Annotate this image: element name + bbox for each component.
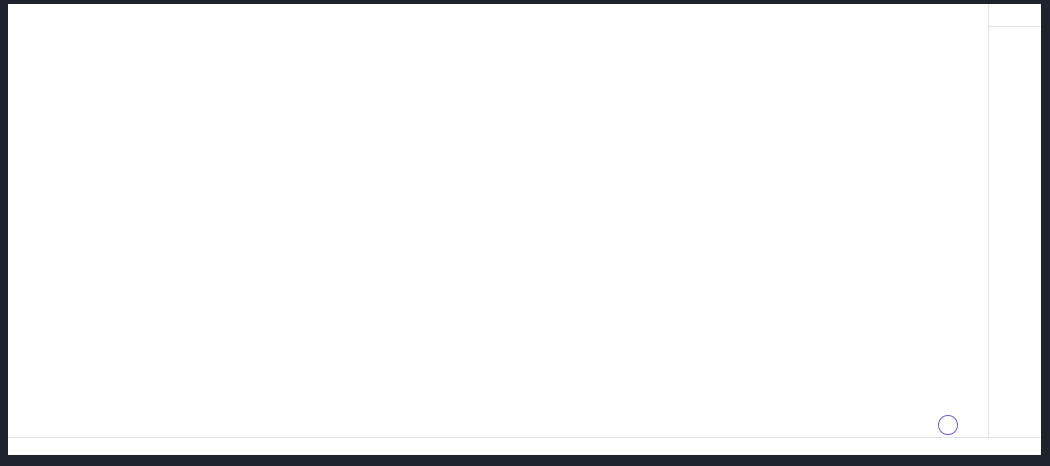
price-axis-currency (989, 4, 1042, 27)
chart-legend (14, 7, 68, 24)
window-border-left (0, 0, 8, 466)
window-border-top (0, 0, 1050, 4)
legend-row-main (14, 7, 68, 22)
window-border-bottom (0, 455, 1050, 466)
time-axis[interactable] (0, 437, 1041, 456)
sparkle-icon[interactable] (938, 415, 958, 435)
window-border-right (1041, 0, 1050, 466)
price-axis[interactable] (988, 4, 1042, 437)
